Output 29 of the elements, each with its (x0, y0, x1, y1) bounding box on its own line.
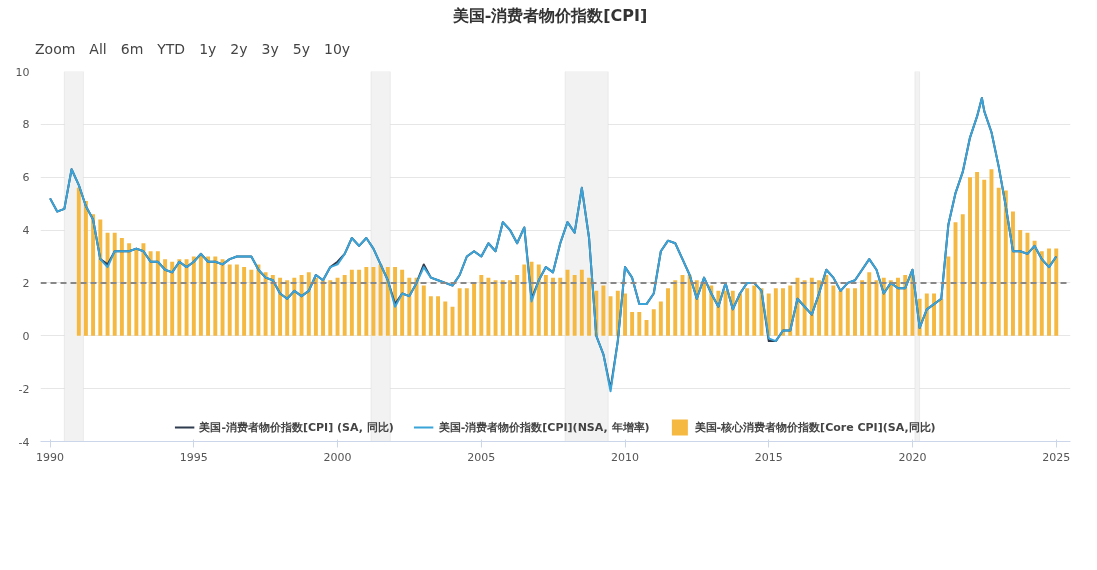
text: 10y (323, 41, 351, 57)
legend-label: 美国-核心消费者物价指数[Core CPI](SA,同比) (694, 419, 936, 435)
text: 6m (120, 41, 144, 57)
chart-title: 美国-消费者物价指数[CPI] (452, 5, 648, 27)
text: 3y (261, 41, 279, 57)
text: 2y (230, 41, 248, 57)
y-tick-label: -2 (18, 382, 30, 396)
x-tick-label: 2025 (1042, 450, 1071, 464)
x-tick-label: 1990 (36, 450, 65, 464)
text: All (89, 41, 107, 57)
x-tick-label: 2005 (467, 450, 496, 464)
legend-label: 美国-消费者物价指数[CPI](NSA, 年增率) (438, 419, 650, 435)
x-tick-label: 2010 (611, 450, 640, 464)
y-tick-label: -4 (18, 435, 30, 449)
legend-label: 美国-消费者物价指数[CPI] (SA, 同比) (199, 419, 394, 435)
text: YTD (157, 41, 186, 57)
text: 1y (199, 41, 217, 57)
x-tick-label: 2000 (323, 450, 352, 464)
y-tick-label: 2 (22, 276, 30, 290)
y-tick-label: 0 (22, 329, 30, 343)
text: Zoom (35, 41, 76, 57)
y-tick-label: 6 (22, 171, 30, 185)
y-tick-label: 4 (22, 224, 30, 238)
y-tick-label: 10 (15, 65, 30, 79)
x-tick-label: 2015 (754, 450, 783, 464)
x-tick-label: 1995 (179, 450, 208, 464)
text: 5y (292, 41, 310, 57)
y-tick-label: 8 (22, 118, 30, 132)
x-tick-label: 2020 (898, 450, 927, 464)
